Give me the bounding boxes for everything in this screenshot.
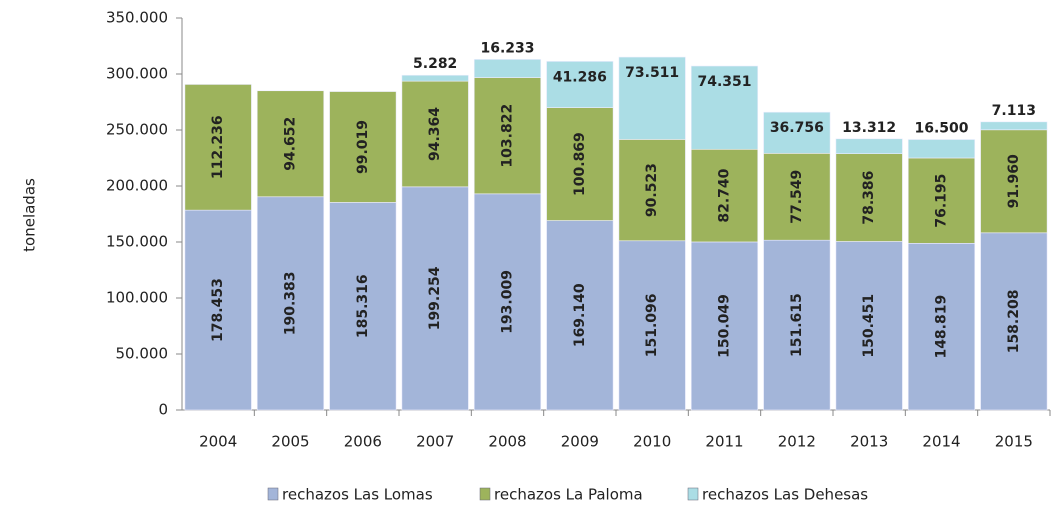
bar-segment bbox=[835, 138, 903, 155]
x-tick-label: 2011 bbox=[705, 433, 743, 451]
x-tick-label: 2009 bbox=[561, 433, 599, 451]
legend-label: rechazos Las Dehesas bbox=[702, 486, 868, 504]
data-label: 169.140 bbox=[572, 283, 588, 347]
data-label: 82.740 bbox=[717, 168, 733, 222]
bar-segment bbox=[401, 74, 469, 82]
y-tick-label: 150.000 bbox=[106, 233, 168, 251]
x-tick-label: 2010 bbox=[633, 433, 671, 451]
bar-segment bbox=[618, 56, 686, 140]
data-label: 151.615 bbox=[789, 293, 805, 357]
bar-segment bbox=[690, 148, 759, 243]
data-label: 13.312 bbox=[842, 120, 896, 136]
y-tick-label: 0 bbox=[158, 401, 168, 419]
bar-segment bbox=[546, 220, 614, 411]
bar-segment bbox=[980, 129, 1048, 234]
bar-segment bbox=[907, 139, 976, 159]
bar-segment bbox=[473, 193, 542, 411]
data-label: 158.208 bbox=[1006, 290, 1022, 354]
x-tick-label: 2006 bbox=[344, 433, 382, 451]
bar-segment bbox=[907, 157, 976, 244]
data-label: 193.009 bbox=[500, 270, 516, 334]
bar-segment bbox=[690, 241, 759, 411]
y-tick-label: 200.000 bbox=[106, 177, 168, 195]
bar-segment bbox=[329, 91, 397, 203]
data-label: 99.019 bbox=[355, 120, 371, 174]
bar-segment bbox=[401, 186, 469, 411]
data-label: 94.652 bbox=[283, 117, 299, 171]
y-tick-label: 50.000 bbox=[116, 345, 169, 363]
x-tick-label: 2012 bbox=[778, 433, 816, 451]
bar-segment bbox=[907, 243, 976, 411]
bar-segment bbox=[401, 80, 469, 188]
bar-segment bbox=[256, 90, 325, 198]
legend-label: rechazos La Paloma bbox=[494, 486, 643, 504]
legend-swatch bbox=[687, 487, 699, 501]
data-label: 94.364 bbox=[427, 107, 443, 161]
y-tick-label: 100.000 bbox=[106, 289, 168, 307]
data-label: 76.195 bbox=[934, 174, 950, 228]
data-label: 103.822 bbox=[500, 104, 516, 168]
legend-label: rechazos Las Lomas bbox=[282, 486, 433, 504]
bar-segment bbox=[473, 77, 542, 195]
data-label: 41.286 bbox=[553, 69, 607, 85]
bar-segment bbox=[618, 139, 686, 242]
data-label: 16.233 bbox=[480, 40, 534, 56]
bar-segment bbox=[546, 107, 614, 221]
bar-segment bbox=[618, 240, 686, 411]
x-tick-label: 2004 bbox=[199, 433, 237, 451]
data-label: 16.500 bbox=[914, 121, 968, 137]
data-label: 190.383 bbox=[283, 272, 299, 336]
data-label: 91.960 bbox=[1006, 154, 1022, 208]
data-label: 112.236 bbox=[210, 115, 226, 179]
bar-segment bbox=[473, 59, 542, 78]
bar-segment bbox=[184, 84, 252, 211]
x-tick-label: 2014 bbox=[922, 433, 960, 451]
y-tick-label: 300.000 bbox=[106, 65, 168, 83]
data-label: 5.282 bbox=[413, 56, 457, 72]
data-label: 199.254 bbox=[427, 266, 443, 330]
data-label: 100.869 bbox=[572, 132, 588, 196]
data-label: 150.049 bbox=[717, 294, 733, 358]
data-label: 151.096 bbox=[644, 294, 660, 358]
data-label: 36.756 bbox=[770, 120, 824, 136]
x-tick-label: 2007 bbox=[416, 433, 454, 451]
legend-swatch bbox=[479, 487, 491, 501]
y-tick-label: 250.000 bbox=[106, 121, 168, 139]
x-tick-label: 2015 bbox=[995, 433, 1033, 451]
bar-segment bbox=[184, 209, 252, 411]
bar-segment bbox=[763, 239, 831, 411]
x-tick-label: 2013 bbox=[850, 433, 888, 451]
y-axis-label: toneladas bbox=[21, 178, 39, 252]
data-label: 148.819 bbox=[934, 295, 950, 359]
data-label: 150.451 bbox=[861, 294, 877, 358]
x-tick-label: 2008 bbox=[488, 433, 526, 451]
bar-segment bbox=[329, 202, 397, 411]
x-tick-label: 2005 bbox=[271, 433, 309, 451]
bar-segment bbox=[690, 65, 759, 150]
data-label: 73.511 bbox=[625, 65, 679, 81]
data-label: 178.453 bbox=[210, 278, 226, 342]
bar-segment bbox=[763, 111, 831, 154]
data-label: 74.351 bbox=[697, 74, 751, 90]
legend-swatch bbox=[267, 487, 279, 501]
bar-segment bbox=[980, 121, 1048, 131]
data-label: 90.523 bbox=[644, 163, 660, 217]
data-label: 185.316 bbox=[355, 274, 371, 338]
data-label: 77.549 bbox=[789, 170, 805, 224]
y-tick-label: 350.000 bbox=[106, 9, 168, 27]
bar-segment bbox=[546, 61, 614, 108]
data-label: 78.386 bbox=[861, 171, 877, 225]
data-label: 7.113 bbox=[992, 103, 1036, 119]
